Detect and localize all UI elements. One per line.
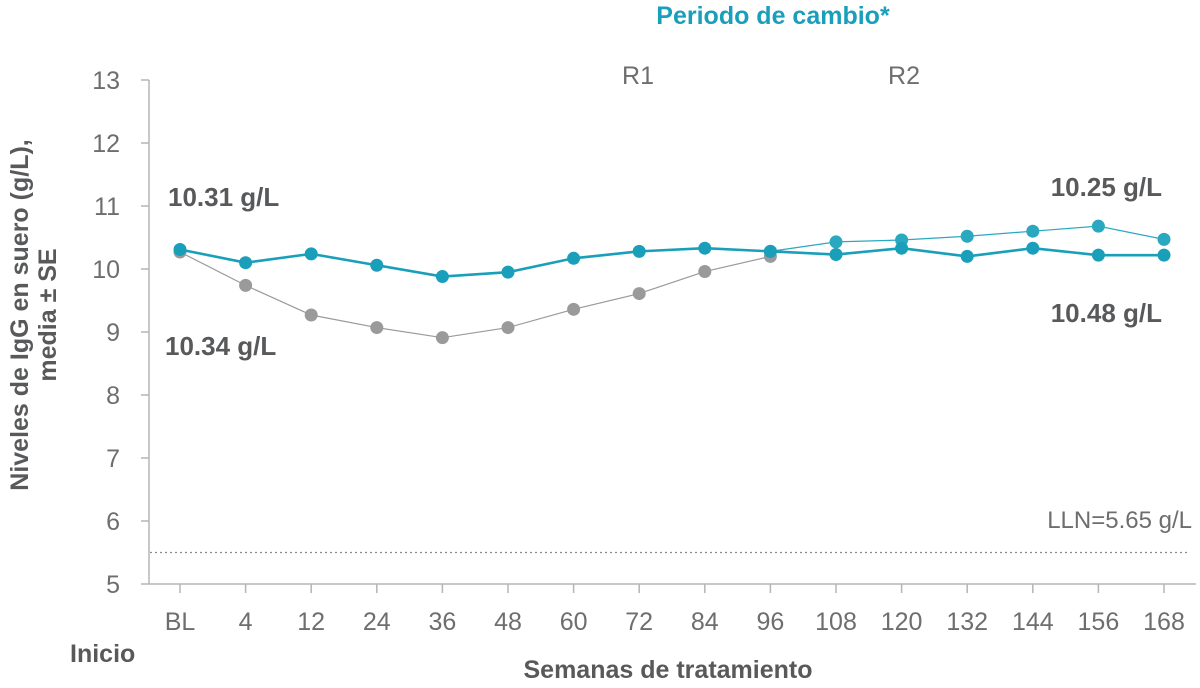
x-tick-label: 36	[428, 608, 456, 636]
data-point	[632, 244, 646, 258]
data-point	[567, 251, 581, 265]
data-point	[960, 249, 974, 263]
data-point	[304, 247, 318, 261]
y-tick-label: 5	[106, 571, 120, 599]
data-point	[501, 321, 515, 335]
data-point	[1157, 248, 1171, 262]
y-tick-label: 7	[106, 445, 120, 473]
data-point	[370, 258, 384, 272]
data-point	[435, 331, 449, 345]
x-tick-label: 48	[494, 608, 522, 636]
chart-header: Periodo de cambio*	[656, 2, 890, 30]
data-point	[239, 256, 253, 270]
y-ticks: 5 6 7 8 9 10 11 12 13	[92, 67, 149, 599]
annotation-lower-right: 10.48 g/L	[1051, 298, 1162, 328]
x-tick-label: 168	[1143, 608, 1185, 636]
x-tick-label: 156	[1078, 608, 1120, 636]
phase-marker-r1: R1	[622, 62, 654, 90]
baseline-label: Inicio	[70, 640, 135, 668]
data-point	[501, 265, 515, 279]
y-axis-title-line-1: Niveles de IgG en suero (g/L),	[6, 139, 34, 490]
phase-marker-r2: R2	[888, 62, 920, 90]
data-point	[698, 241, 712, 255]
series-0	[173, 241, 1171, 284]
x-tick-label: 108	[815, 608, 857, 636]
data-point	[1026, 224, 1040, 238]
data-point	[567, 302, 581, 316]
data-point	[895, 241, 909, 255]
data-point	[1157, 232, 1171, 246]
annotation-upper-right: 10.25 g/L	[1051, 172, 1162, 202]
y-axis-title: Niveles de IgG en suero (g/L), media ± S…	[6, 139, 62, 490]
data-point	[239, 278, 253, 292]
data-point	[1026, 241, 1040, 255]
data-point	[960, 229, 974, 243]
x-tick-label: 96	[756, 608, 784, 636]
x-tick-label: 24	[363, 608, 391, 636]
y-tick-label: 9	[106, 319, 120, 347]
x-tick-label: 144	[1012, 608, 1054, 636]
data-point	[370, 321, 384, 335]
data-point	[173, 242, 187, 256]
x-tick-label: 84	[691, 608, 719, 636]
y-tick-label: 8	[106, 382, 120, 410]
y-tick-label: 6	[106, 508, 120, 536]
y-tick-label: 13	[92, 67, 120, 95]
x-tick-label: 132	[946, 608, 988, 636]
x-ticks: BL 4 12 24 36 48 60 72 84 96 108 120 132 144 156 168	[165, 584, 1185, 636]
series-line	[179, 251, 771, 339]
y-tick-label: 12	[92, 130, 120, 158]
data-point	[829, 235, 843, 249]
annotation-lower-left: 10.34 g/L	[165, 331, 276, 361]
data-point	[304, 308, 318, 322]
y-tick-label: 11	[94, 193, 120, 221]
annotation-upper-left: 10.31 g/L	[168, 182, 279, 212]
x-tick-label: 72	[625, 608, 653, 636]
data-point	[1091, 219, 1105, 233]
series-layer	[173, 219, 1171, 345]
data-point	[435, 270, 449, 284]
lln-label: LLN=5.65 g/L	[1047, 507, 1192, 534]
y-tick-label: 10	[92, 256, 120, 284]
data-point	[829, 248, 843, 262]
data-point	[1091, 248, 1105, 262]
series-line	[179, 246, 1164, 278]
data-point	[632, 287, 646, 301]
x-tick-label: BL	[165, 608, 196, 636]
x-tick-label: 120	[881, 608, 923, 636]
data-point	[763, 244, 777, 258]
y-axis-title-line-2: media ± SE	[34, 248, 62, 381]
x-tick-label: 4	[239, 608, 253, 636]
data-point	[698, 265, 712, 279]
x-tick-label: 12	[297, 608, 325, 636]
x-tick-label: 60	[560, 608, 588, 636]
x-axis-title: Semanas de tratamiento	[524, 656, 813, 684]
